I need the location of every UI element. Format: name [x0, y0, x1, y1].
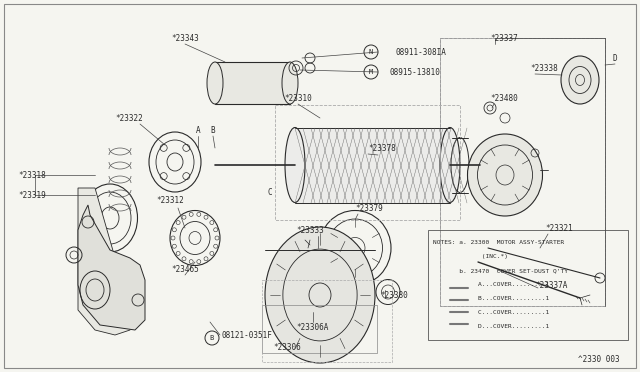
Text: *23310: *23310 [284, 93, 312, 103]
Text: 08915-13810: 08915-13810 [390, 67, 441, 77]
Text: *23338: *23338 [530, 64, 557, 73]
Text: *23312: *23312 [156, 196, 184, 205]
Text: b. 23470  COVER SET-DUST Q'TY: b. 23470 COVER SET-DUST Q'TY [433, 268, 568, 273]
Text: *23333: *23333 [296, 225, 324, 234]
Bar [275, 105, 460, 220]
Text: 08121-0351F: 08121-0351F [222, 330, 273, 340]
Ellipse shape [282, 62, 298, 104]
Text: *23337A: *23337A [535, 280, 568, 289]
Text: *23378: *23378 [368, 144, 396, 153]
Text: 08911-308IA: 08911-308IA [395, 48, 446, 57]
Text: *23319: *23319 [18, 190, 45, 199]
Text: A...COVER.........1: A...COVER.........1 [433, 282, 549, 287]
Text: B: B [211, 125, 215, 135]
Text: NOTES: a. 23300  MOTOR ASSY-STARTER: NOTES: a. 23300 MOTOR ASSY-STARTER [433, 240, 564, 245]
Text: *23337: *23337 [490, 33, 518, 42]
Text: *23343: *23343 [171, 33, 199, 42]
Text: *23465: *23465 [171, 266, 199, 275]
Text: N: N [369, 49, 373, 55]
Bar [262, 280, 392, 362]
Text: A: A [196, 125, 200, 135]
Ellipse shape [440, 128, 460, 202]
Polygon shape [295, 128, 450, 203]
Text: *23306A: *23306A [297, 324, 329, 333]
Text: ^2330 003: ^2330 003 [579, 356, 620, 365]
Polygon shape [78, 205, 145, 330]
Text: *23306: *23306 [273, 343, 301, 353]
Text: M: M [369, 69, 373, 75]
Ellipse shape [467, 134, 543, 216]
Text: D...COVER.........1: D...COVER.........1 [433, 324, 549, 329]
Ellipse shape [561, 56, 599, 104]
Polygon shape [78, 188, 130, 335]
Text: B: B [210, 335, 214, 341]
Bar [440, 38, 605, 306]
Bar [215, 62, 290, 104]
Bar [262, 305, 377, 353]
Text: *23318: *23318 [18, 170, 45, 180]
Bar [440, 38, 605, 306]
Text: C: C [268, 187, 272, 196]
Text: *23321: *23321 [545, 224, 573, 232]
Text: D: D [612, 54, 618, 62]
Ellipse shape [285, 128, 305, 202]
Bar [428, 230, 628, 340]
Ellipse shape [265, 227, 375, 363]
Ellipse shape [207, 62, 223, 104]
Text: *23380: *23380 [380, 291, 408, 299]
Text: C...COVER.........1: C...COVER.........1 [433, 310, 549, 315]
Text: *23480: *23480 [490, 93, 518, 103]
Text: *23379: *23379 [355, 203, 383, 212]
Text: (INC.*): (INC.*) [433, 254, 508, 259]
Text: *23322: *23322 [115, 113, 143, 122]
Text: B...COVER.........1: B...COVER.........1 [433, 296, 549, 301]
